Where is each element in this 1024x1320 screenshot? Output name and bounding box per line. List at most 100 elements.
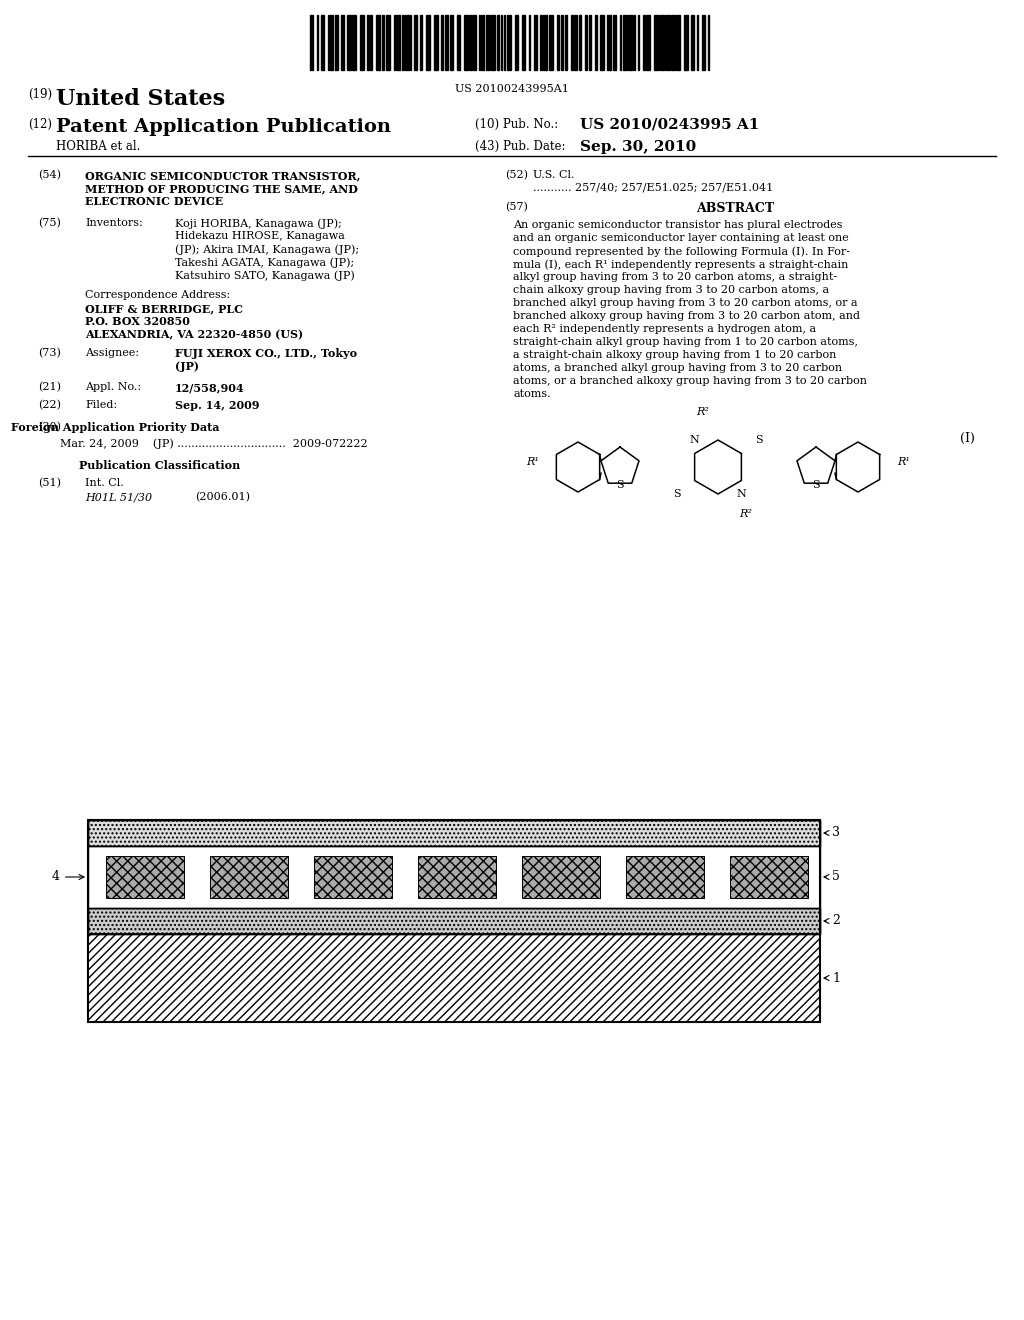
- Text: Sep. 30, 2010: Sep. 30, 2010: [580, 140, 696, 154]
- Text: (57): (57): [505, 202, 528, 213]
- Text: R²: R²: [696, 407, 710, 417]
- Bar: [370, 15, 372, 70]
- Text: (19): (19): [28, 88, 52, 102]
- Bar: [88, 935, 820, 1022]
- Bar: [571, 15, 573, 70]
- Bar: [490, 15, 495, 70]
- Text: branched alkyl group having from 3 to 20 carbon atoms, or a: branched alkyl group having from 3 to 20…: [513, 298, 858, 308]
- Text: 1: 1: [824, 972, 840, 985]
- Text: S: S: [673, 488, 680, 499]
- Text: (JP): (JP): [175, 360, 199, 372]
- Bar: [450, 15, 453, 70]
- Bar: [643, 15, 645, 70]
- Text: (51): (51): [38, 478, 61, 488]
- Bar: [561, 15, 563, 70]
- Text: (21): (21): [38, 381, 61, 392]
- Bar: [88, 908, 820, 935]
- Bar: [543, 15, 547, 70]
- Text: 12/558,904: 12/558,904: [175, 381, 245, 393]
- Text: 3: 3: [824, 826, 840, 840]
- Text: US 20100243995A1: US 20100243995A1: [455, 84, 569, 94]
- Bar: [684, 15, 688, 70]
- Bar: [646, 15, 650, 70]
- Bar: [595, 15, 597, 70]
- Text: R²: R²: [739, 510, 753, 519]
- Text: Filed:: Filed:: [85, 400, 117, 411]
- Bar: [376, 15, 380, 70]
- Bar: [386, 15, 390, 70]
- Bar: [88, 820, 820, 846]
- Bar: [585, 15, 587, 70]
- Text: US 2010/0243995 A1: US 2010/0243995 A1: [580, 117, 760, 132]
- Text: branched alkoxy group having from 3 to 20 carbon atom, and: branched alkoxy group having from 3 to 2…: [513, 312, 860, 321]
- Bar: [676, 15, 680, 70]
- Text: Mar. 24, 2009    (JP) ...............................  2009-072222: Mar. 24, 2009 (JP) .....................…: [60, 438, 368, 449]
- Text: N: N: [690, 436, 699, 445]
- Bar: [579, 15, 581, 70]
- Text: P.O. BOX 320850: P.O. BOX 320850: [85, 315, 189, 327]
- Bar: [667, 15, 670, 70]
- Text: atoms.: atoms.: [513, 389, 551, 399]
- Text: FUJI XEROX CO., LTD., Tokyo: FUJI XEROX CO., LTD., Tokyo: [175, 348, 357, 359]
- Text: Takeshi AGATA, Kanagawa (JP);: Takeshi AGATA, Kanagawa (JP);: [175, 257, 354, 268]
- Bar: [628, 15, 632, 70]
- Bar: [613, 15, 616, 70]
- Bar: [335, 15, 338, 70]
- Text: HORIBA et al.: HORIBA et al.: [56, 140, 140, 153]
- Text: (54): (54): [38, 170, 61, 181]
- Text: alkyl group having from 3 to 20 carbon atoms, a straight-: alkyl group having from 3 to 20 carbon a…: [513, 272, 838, 282]
- Text: (JP); Akira IMAI, Kanagawa (JP);: (JP); Akira IMAI, Kanagawa (JP);: [175, 244, 359, 255]
- Bar: [574, 15, 577, 70]
- Text: a straight-chain alkoxy group having from 1 to 20 carbon: a straight-chain alkoxy group having fro…: [513, 350, 837, 360]
- Text: Koji HORIBA, Kanagawa (JP);: Koji HORIBA, Kanagawa (JP);: [175, 218, 342, 228]
- Bar: [623, 15, 627, 70]
- Text: H01L 51/30: H01L 51/30: [85, 492, 153, 502]
- Bar: [314, 855, 392, 898]
- Text: (22): (22): [38, 400, 61, 411]
- Bar: [671, 15, 675, 70]
- Text: 5: 5: [824, 870, 840, 883]
- Text: Foreign Application Priority Data: Foreign Application Priority Data: [10, 422, 219, 433]
- Text: S: S: [616, 480, 624, 490]
- Text: S: S: [812, 480, 820, 490]
- Text: METHOD OF PRODUCING THE SAME, AND: METHOD OF PRODUCING THE SAME, AND: [85, 183, 357, 194]
- Bar: [589, 15, 591, 70]
- Bar: [310, 15, 313, 70]
- Text: ORGANIC SEMICONDUCTOR TRANSISTOR,: ORGANIC SEMICONDUCTOR TRANSISTOR,: [85, 170, 360, 181]
- Bar: [330, 15, 333, 70]
- Text: (75): (75): [38, 218, 60, 228]
- Bar: [406, 15, 409, 70]
- Bar: [481, 15, 484, 70]
- Text: 4: 4: [52, 870, 84, 883]
- Text: ABSTRACT: ABSTRACT: [696, 202, 774, 215]
- Bar: [607, 15, 611, 70]
- Text: straight-chain alkyl group having from 1 to 20 carbon atoms,: straight-chain alkyl group having from 1…: [513, 337, 858, 347]
- Bar: [565, 15, 567, 70]
- Text: Publication Classification: Publication Classification: [80, 459, 241, 471]
- Text: (I): (I): [961, 432, 975, 445]
- Bar: [507, 15, 511, 70]
- Bar: [457, 15, 460, 70]
- Bar: [88, 935, 820, 1022]
- Text: chain alkoxy group having from 3 to 20 carbon atoms, a: chain alkoxy group having from 3 to 20 c…: [513, 285, 829, 294]
- Bar: [321, 15, 324, 70]
- Bar: [347, 15, 351, 70]
- Text: ALEXANDRIA, VA 22320-4850 (US): ALEXANDRIA, VA 22320-4850 (US): [85, 329, 303, 341]
- Text: compound represented by the following Formula (I). In For-: compound represented by the following Fo…: [513, 246, 850, 256]
- Bar: [88, 820, 820, 1022]
- Text: (10) Pub. No.:: (10) Pub. No.:: [475, 117, 558, 131]
- Text: mula (I), each R¹ independently represents a straight-chain: mula (I), each R¹ independently represen…: [513, 259, 848, 269]
- Text: each R² independently represents a hydrogen atom, a: each R² independently represents a hydro…: [513, 323, 816, 334]
- Bar: [445, 15, 449, 70]
- Bar: [464, 15, 468, 70]
- Bar: [367, 15, 369, 70]
- Text: (30): (30): [38, 422, 61, 433]
- Text: S: S: [756, 436, 763, 445]
- Text: ELECTRONIC DEVICE: ELECTRONIC DEVICE: [85, 195, 223, 207]
- Text: Int. Cl.: Int. Cl.: [85, 478, 124, 488]
- Bar: [557, 15, 559, 70]
- Text: (2006.01): (2006.01): [195, 492, 250, 503]
- Text: N: N: [736, 488, 746, 499]
- Text: (73): (73): [38, 348, 60, 358]
- Bar: [106, 855, 184, 898]
